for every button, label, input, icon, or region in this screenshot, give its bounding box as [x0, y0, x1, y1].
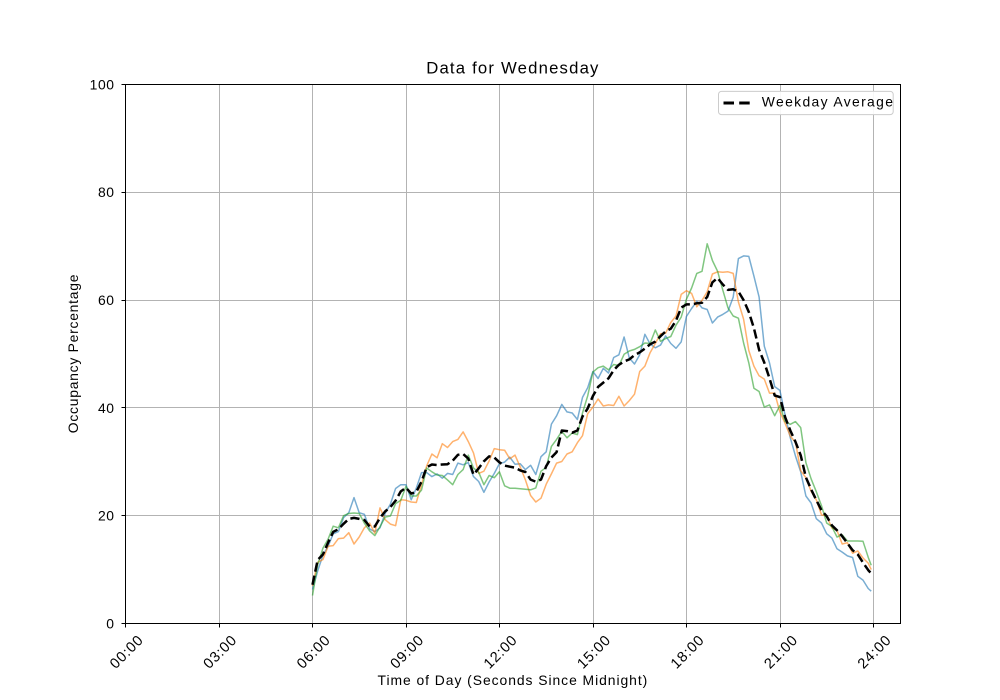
svg-text:0: 0	[106, 615, 114, 631]
svg-text:100: 100	[90, 76, 115, 92]
svg-text:Data for Wednesday: Data for Wednesday	[426, 58, 599, 77]
svg-text:80: 80	[98, 184, 115, 200]
svg-text:20: 20	[98, 508, 115, 524]
svg-text:Time of Day (Seconds Since Mid: Time of Day (Seconds Since Midnight)	[378, 672, 649, 688]
svg-text:Occupancy Percentage: Occupancy Percentage	[65, 274, 81, 433]
svg-text:60: 60	[98, 292, 115, 308]
svg-text:40: 40	[98, 400, 115, 416]
svg-text:Weekday Average: Weekday Average	[762, 94, 894, 110]
